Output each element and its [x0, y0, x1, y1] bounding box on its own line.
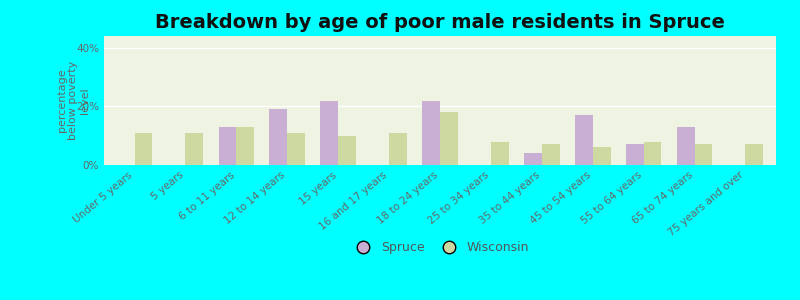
Bar — [746, 145, 763, 165]
Bar — [491, 142, 509, 165]
Bar — [270, 109, 287, 165]
Bar — [626, 145, 644, 165]
Y-axis label: percentage
below poverty
level: percentage below poverty level — [57, 61, 90, 140]
Bar — [320, 100, 338, 165]
Bar — [593, 147, 610, 165]
Bar — [542, 145, 560, 165]
Bar — [524, 153, 542, 165]
Bar — [440, 112, 458, 165]
Bar — [236, 127, 254, 165]
Bar — [422, 100, 440, 165]
Bar — [287, 133, 305, 165]
Title: Breakdown by age of poor male residents in Spruce: Breakdown by age of poor male residents … — [155, 13, 725, 32]
Bar — [338, 136, 356, 165]
Bar — [644, 142, 662, 165]
Bar — [186, 133, 203, 165]
Bar — [389, 133, 407, 165]
Bar — [575, 115, 593, 165]
Bar — [134, 133, 152, 165]
Bar — [218, 127, 236, 165]
Bar — [694, 145, 712, 165]
Bar — [677, 127, 694, 165]
Legend: Spruce, Wisconsin: Spruce, Wisconsin — [346, 236, 534, 260]
